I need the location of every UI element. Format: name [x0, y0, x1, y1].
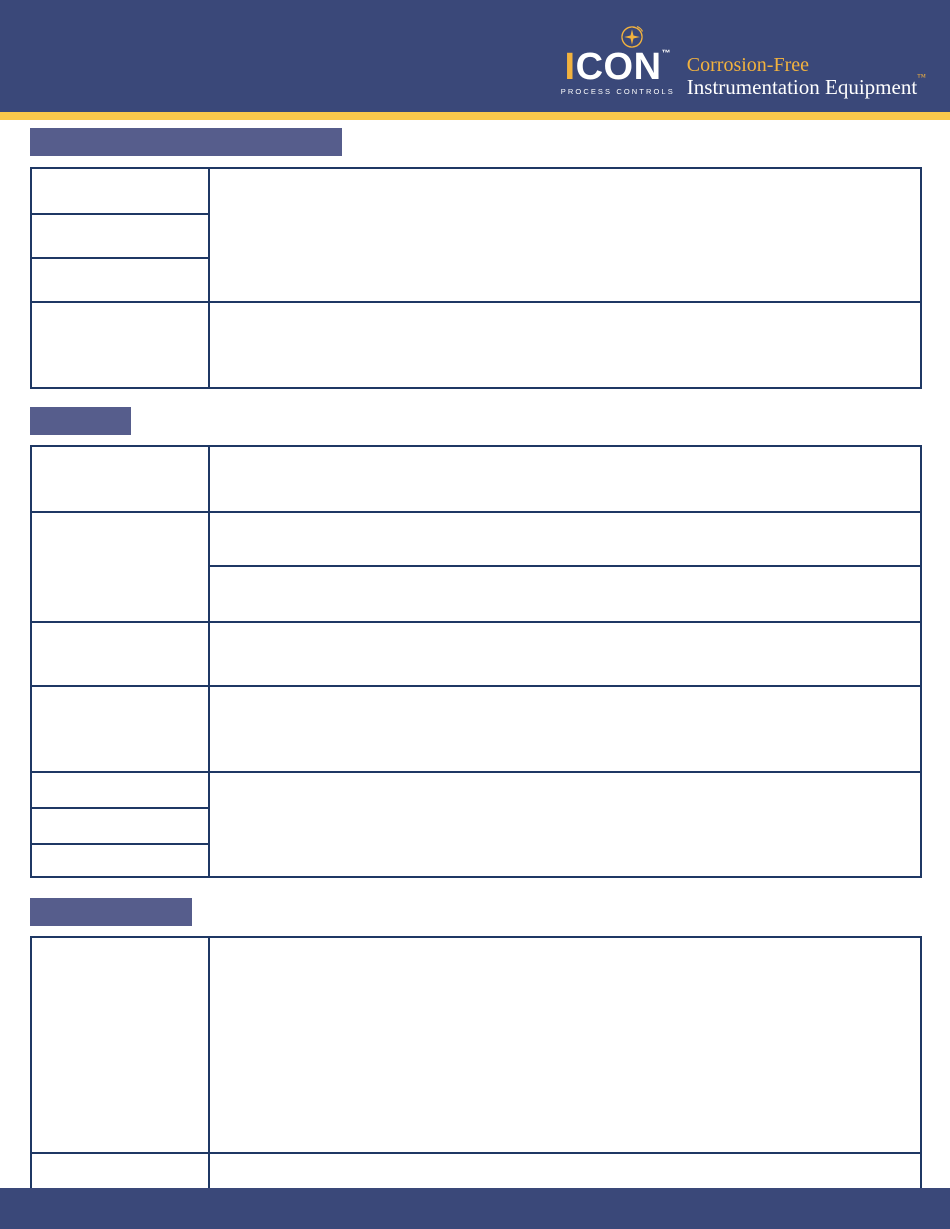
table-cell	[30, 685, 210, 773]
section-header-2	[30, 407, 131, 435]
brand-name: ICON™	[565, 48, 672, 86]
table-cell	[30, 621, 210, 687]
brand-tagline: Corrosion-Free Instrumentation Equipment…	[686, 53, 926, 101]
tagline-line1: Corrosion-Free	[686, 53, 809, 76]
table-cell	[208, 621, 922, 687]
compass-star-icon	[619, 24, 645, 55]
gold-accent-bar	[0, 112, 950, 120]
brand-subtext: PROCESS CONTROLS	[560, 87, 675, 97]
table-cell	[208, 301, 922, 389]
table-cell	[30, 213, 210, 259]
table-cell	[208, 936, 922, 1154]
spec-table-2	[30, 445, 922, 878]
table-cell	[208, 511, 922, 567]
table-cell	[30, 807, 210, 845]
page-content	[30, 128, 922, 1216]
footer-bar	[0, 1188, 950, 1229]
table-cell	[208, 685, 922, 773]
section-header-1	[30, 128, 342, 156]
table-cell	[30, 301, 210, 389]
brand-logo: ICON™ PROCESS CONTROLS Corrosion-Free In…	[561, 24, 926, 101]
table-cell	[208, 565, 922, 623]
header-banner: ICON™ PROCESS CONTROLS Corrosion-Free In…	[0, 0, 950, 112]
section-header-3	[30, 898, 192, 926]
brand-first-letter: I	[564, 46, 576, 88]
table-cell	[30, 843, 210, 878]
table-cell	[30, 936, 210, 1154]
spec-table-1	[30, 167, 922, 389]
table-cell	[208, 167, 922, 303]
table-cell	[30, 445, 210, 513]
table-cell	[30, 257, 210, 303]
table-cell	[30, 167, 210, 215]
table-cell	[208, 771, 922, 878]
spec-table-3	[30, 936, 922, 1216]
tagline-trademark: ™	[917, 72, 926, 83]
brand-mark: ICON™ PROCESS CONTROLS	[561, 24, 675, 101]
brand-rest: CON	[575, 46, 662, 88]
table-cell	[30, 771, 210, 809]
table-cell	[30, 511, 210, 623]
brand-trademark: ™	[661, 48, 672, 58]
tagline-line2: Instrumentation Equipment™	[686, 72, 926, 100]
table-cell	[208, 445, 922, 513]
